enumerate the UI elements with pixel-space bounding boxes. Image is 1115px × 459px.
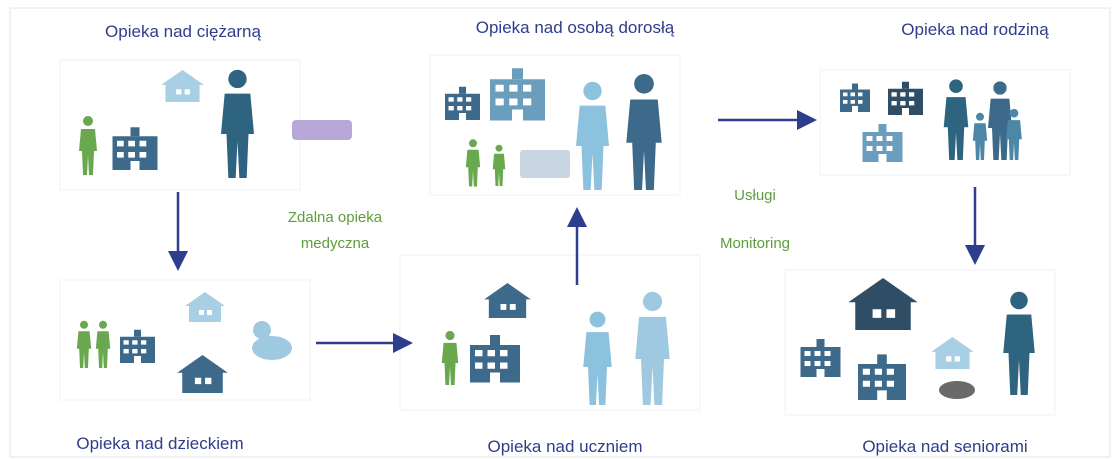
node-title: Opieka nad ciężarną — [105, 22, 261, 41]
node-title: Opieka nad osobą dorosłą — [476, 18, 675, 37]
icon-device — [292, 120, 352, 140]
annotation: Zdalna opieka — [288, 209, 383, 226]
icon-baby — [252, 336, 292, 360]
node-title: Opieka nad uczniem — [488, 437, 643, 456]
annotation: Monitoring — [720, 235, 790, 252]
node-title: Opieka nad rodziną — [901, 20, 1049, 39]
node-title: Opieka nad seniorami — [862, 437, 1027, 456]
diagram: Opieka nad ciężarną Opieka nad osobą dor… — [0, 0, 1115, 459]
icon-device — [939, 381, 975, 399]
annotation: medyczna — [301, 235, 370, 252]
node-title: Opieka nad dzieckiem — [76, 434, 243, 453]
icon-baby-head — [253, 321, 271, 339]
annotation: Usługi — [734, 187, 776, 204]
icon-device — [520, 150, 570, 178]
